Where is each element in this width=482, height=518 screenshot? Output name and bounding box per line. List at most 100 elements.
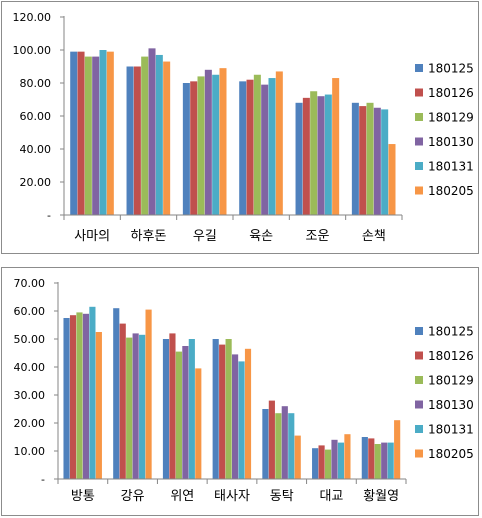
bar-180126-동탁	[268, 400, 275, 479]
bar-180205-위연	[195, 368, 202, 479]
x-category-label: 대교	[319, 489, 343, 504]
bar-180129-손책	[366, 102, 374, 215]
legend-swatch-180125	[415, 327, 423, 335]
y-tick-label: 60.00	[20, 110, 52, 123]
x-category-label: 조운	[306, 229, 330, 244]
bar-180205-조운	[332, 78, 340, 215]
bar-180130-육손	[261, 84, 269, 216]
legend-label-180129: 180129	[428, 374, 474, 388]
bar-180126-하후돈	[133, 66, 141, 215]
bar-180126-우길	[190, 81, 198, 215]
bar-180125-동탁	[262, 409, 269, 479]
bar-180129-육손	[253, 74, 261, 215]
y-tick-label: 120.00	[13, 11, 52, 24]
bar-180130-방통	[82, 313, 90, 479]
bar-180126-위연	[169, 333, 176, 479]
bar-180126-태사자	[219, 344, 226, 479]
bar-180125-방통	[63, 318, 70, 479]
bar-180205-대교	[344, 434, 351, 479]
bar-180129-위연	[175, 351, 182, 479]
bar-180205-강유	[145, 309, 152, 479]
bar-180129-대교	[324, 449, 332, 479]
legend-label-180131: 180131	[428, 423, 474, 437]
bar-180205-황월영	[394, 420, 401, 479]
y-tick-label: 40.00	[14, 361, 46, 374]
legend-label-180205: 180205	[428, 184, 474, 198]
bar-180131-육손	[268, 78, 276, 215]
bar-180131-방통	[89, 306, 96, 479]
x-category-label: 하후돈	[131, 229, 167, 244]
bar-180125-하후돈	[126, 66, 134, 215]
bar-180130-대교	[331, 439, 338, 479]
bar-180126-황월영	[368, 438, 375, 479]
bar-180125-황월영	[361, 437, 368, 479]
y-tick-label: 20.00	[20, 176, 52, 189]
y-tick-label: 70.00	[14, 277, 46, 290]
bar-180130-강유	[132, 333, 139, 479]
bar-180126-대교	[318, 445, 325, 479]
bar-180205-동탁	[294, 435, 301, 479]
bar-180126-조운	[302, 97, 310, 215]
x-category-label: 태사자	[214, 489, 250, 504]
bar-180131-태사자	[238, 361, 245, 479]
legend-label-180129: 180129	[428, 111, 474, 125]
legend-label-180130: 180130	[428, 135, 474, 149]
y-tick-label: 20.00	[14, 417, 46, 430]
bar-180131-사마의	[99, 50, 107, 215]
x-category-label: 동탁	[270, 489, 294, 504]
bar-180129-동탁	[275, 413, 282, 479]
y-tick-label: 40.00	[20, 143, 52, 156]
legend-swatch-180130	[415, 137, 423, 146]
bar-180205-우길	[219, 68, 227, 216]
x-category-label: 방통	[71, 489, 95, 504]
bar-180131-우길	[212, 74, 220, 215]
bar-180130-손책	[373, 107, 381, 215]
legend-swatch-180126	[415, 351, 423, 360]
bar-180125-태사자	[212, 339, 219, 479]
legend-swatch-180130	[415, 400, 423, 409]
bar-180125-손책	[351, 102, 359, 215]
bar-180129-하후돈	[141, 56, 149, 215]
chart-panel-1: - 20.00 40.00 60.00 80.00 100.00 120.00 사마의 하후돈 우…	[1, 1, 479, 254]
bar-180131-손책	[381, 109, 389, 215]
legend-label-180205: 180205	[428, 447, 474, 461]
bar-180130-사마의	[92, 56, 100, 215]
legend-label-180126: 180126	[428, 349, 474, 363]
bar-180205-손책	[388, 144, 396, 215]
legend-swatch-180129	[415, 113, 423, 121]
bar-180130-황월영	[381, 442, 388, 479]
legend-swatch-180126	[415, 88, 423, 97]
bar-180125-사마의	[70, 51, 78, 216]
x-category-label: 육손	[249, 229, 273, 244]
x-category-label: 황월영	[363, 489, 399, 504]
legend-label-180126: 180126	[428, 86, 474, 100]
bar-180131-강유	[139, 334, 146, 479]
legend-swatch-180205	[415, 186, 423, 195]
bar-180129-방통	[76, 312, 83, 479]
legend-label-180125: 180125	[428, 62, 474, 76]
bar-chart-1: - 20.00 40.00 60.00 80.00 100.00 120.00 사마의 하후돈 우…	[13, 11, 474, 244]
bar-180205-태사자	[244, 348, 252, 479]
bar-180205-하후돈	[163, 61, 171, 215]
bar-180126-방통	[69, 315, 77, 479]
legend-swatch-180205	[415, 449, 423, 458]
bar-180129-조운	[310, 91, 318, 215]
legend-label-180125: 180125	[428, 325, 474, 339]
bar-180129-사마의	[84, 56, 92, 215]
y-tick-label: 100.00	[13, 44, 52, 57]
legend-swatch-180125	[415, 64, 423, 72]
bar-180130-우길	[204, 69, 212, 215]
legend-label-180131: 180131	[428, 160, 474, 174]
bar-180129-강유	[126, 337, 133, 479]
x-category-label: 강유	[121, 489, 145, 504]
x-category-label: 우길	[193, 229, 217, 244]
y-tick-label: -	[47, 209, 51, 222]
bar-180125-대교	[312, 448, 319, 479]
bar-chart-2: - 10.00 20.00 30.00 40.00 50.00 60.00 70.00 방통 강유…	[14, 277, 474, 504]
bar-180130-위연	[182, 346, 189, 479]
bar-180129-태사자	[225, 339, 232, 479]
x-category-label: 손책	[362, 229, 386, 244]
bar-180131-대교	[337, 442, 345, 479]
y-tick-label: 80.00	[20, 77, 52, 90]
y-tick-label: -	[41, 473, 45, 486]
